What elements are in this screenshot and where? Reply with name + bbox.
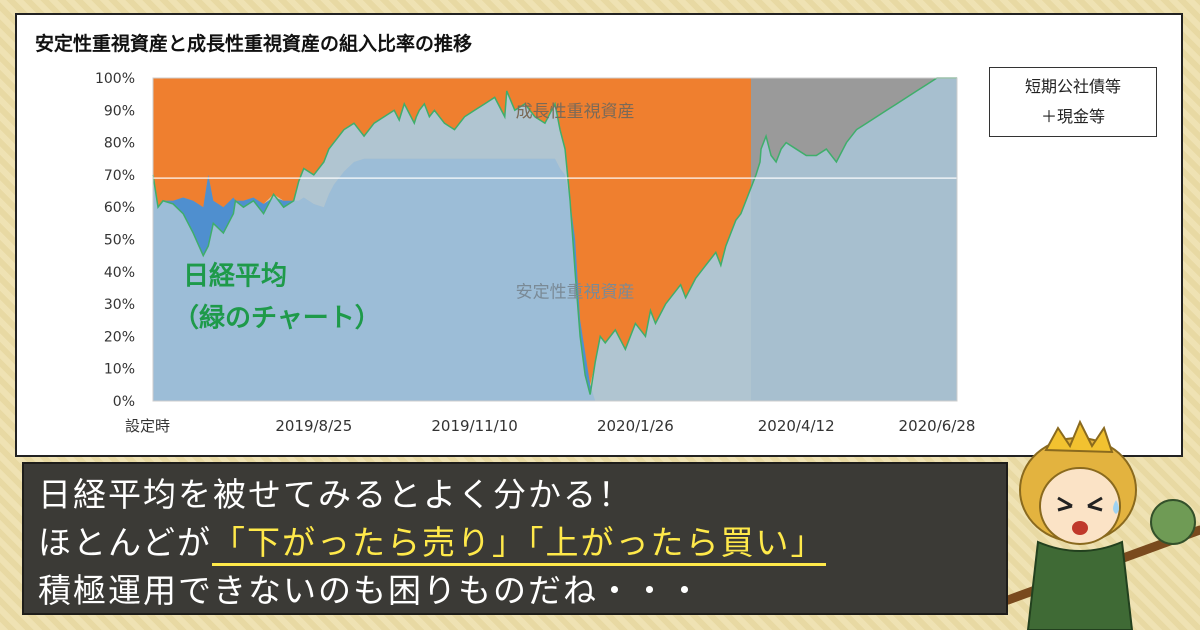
nikkei-line <box>152 77 957 395</box>
legend-line-2: ＋現金等 <box>1040 107 1105 126</box>
y-axis: 100% 90% 80% 70% 60% 50% 40% 30% 20% 10% 0% <box>95 71 135 410</box>
x-tick-label: 2020/1/26 <box>597 417 674 435</box>
x-tick-label: 設定時 <box>125 417 170 435</box>
banner-highlight: 「下がったら売り」「上がったら買い」 <box>212 523 826 566</box>
y-tick-label: 100% <box>95 71 135 87</box>
nikkei-fill <box>153 78 957 401</box>
comment-banner: 日経平均を被せてみるとよく分かる！ ほとんどが「下がったら売り」「上がったら買い… <box>22 462 1008 615</box>
banner-line-1: 日経平均を被せてみるとよく分かる！ <box>38 475 633 514</box>
x-tick-label: 2019/11/10 <box>431 417 517 435</box>
legend-line-1: 短期公社債等 <box>1024 77 1121 96</box>
stable-area-label: 安定性重視資産 <box>516 283 635 303</box>
banner-line-2-prefix: ほとんどが <box>38 523 213 562</box>
growth-area <box>153 78 751 401</box>
y-tick-label: 50% <box>104 233 135 249</box>
y-tick-label: 80% <box>104 136 135 152</box>
banner-line-3: 積極運用できないのも困りものだね・・・ <box>38 571 703 610</box>
allocation-chart: 100% 90% 80% 70% 60% 50% 40% 30% 20% 10% 0% 成長性重視資… <box>95 71 975 435</box>
cash-legend-box: 短期公社債等 ＋現金等 <box>989 67 1157 137</box>
growth-area-label: 成長性重視資産 <box>516 102 635 122</box>
banner-line-2: ほとんどが「下がったら売り」「上がったら買い」 <box>38 516 826 566</box>
y-tick-label: 70% <box>104 168 135 184</box>
mascot-character-icon <box>1008 419 1200 630</box>
chart-card: 安定性重視資産と成長性重視資産の組入比率の推移 100% 90% 80% 70% 60%… <box>15 13 1183 457</box>
y-tick-label: 40% <box>104 265 135 281</box>
y-tick-label: 30% <box>104 297 135 313</box>
x-tick-label: 2020/6/28 <box>899 417 976 435</box>
y-tick-label: 60% <box>104 200 135 216</box>
x-axis: 設定時 2019/8/25 2019/11/10 2020/1/26 2020/4/12… <box>125 417 975 435</box>
chart-title: 安定性重視資産と成長性重視資産の組入比率の推移 <box>35 33 473 55</box>
y-tick-label: 10% <box>104 362 135 378</box>
y-tick-label: 0% <box>113 394 135 410</box>
plot-border <box>152 77 958 402</box>
x-tick-label: 2020/4/12 <box>758 417 835 435</box>
y-tick-label: 90% <box>104 103 135 119</box>
x-tick-label: 2019/8/25 <box>275 417 352 435</box>
nikkei-overlay-label-2: （緑のチャート） <box>173 303 381 334</box>
y-tick-label: 20% <box>104 329 135 345</box>
nikkei-overlay-label-1: 日経平均 <box>183 261 287 292</box>
